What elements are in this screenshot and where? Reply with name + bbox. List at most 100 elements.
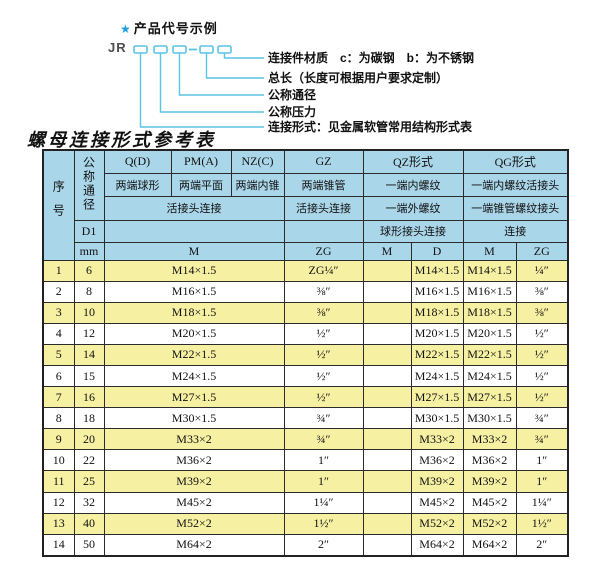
cell-qz-m <box>362 491 412 514</box>
cell-qz-d: M39×2 <box>410 470 464 493</box>
header-mm: mm <box>73 241 105 261</box>
table-title: 螺母连接形式参考表 <box>27 130 216 150</box>
cell-m-main: M18×1.5 <box>103 301 285 324</box>
cell-qg-zg: ⅜″ <box>515 301 569 324</box>
cell-gz-zg: ½″ <box>283 322 364 345</box>
cell-qz-m <box>362 533 412 557</box>
header-row-3: 活接头连接 活接头连接 一端外螺纹 一端锥管螺纹接头 <box>43 195 569 221</box>
table-row: 11 25 M39×2 1″ M39×2 M39×2 1″ <box>42 470 569 493</box>
header-m-qg: M <box>462 241 517 261</box>
cell-qg-m: M39×2 <box>462 470 517 493</box>
header-row-5: mm M ZG M D M ZG <box>43 241 569 261</box>
cell-m-main: M45×2 <box>103 491 285 514</box>
leader-line-form <box>139 53 264 128</box>
cell-dn: 22 <box>73 449 105 472</box>
header-col-pm: PM(A) <box>170 149 232 174</box>
cell-qz-m <box>362 407 412 430</box>
table-row: 2 8 M16×1.5 ⅜″ M16×1.5 M16×1.5 ⅜″ <box>42 280 569 303</box>
cell-qg-zg: 1¼″ <box>515 491 569 514</box>
cell-qz-d: M27×1.5 <box>410 386 464 409</box>
cell-qz-d: M30×1.5 <box>410 407 464 430</box>
cell-m-main: M22×1.5 <box>103 343 285 366</box>
cell-gz-zg: ⅜″ <box>283 280 364 303</box>
cell-qz-d: M20×1.5 <box>410 322 464 345</box>
cell-dn: 40 <box>73 512 105 535</box>
label-material: 连接件材质 c：为碳钢 b：为不锈钢 <box>268 51 475 65</box>
header-nz-type: 两端内锥 <box>230 172 285 197</box>
cell-qz-m <box>362 449 412 472</box>
cell-seq: 4 <box>42 322 75 345</box>
cell-qg-m: M14×1.5 <box>462 259 517 282</box>
cell-qg-m: M36×2 <box>462 449 517 472</box>
cell-qg-zg: ¾″ <box>515 428 569 451</box>
label-length: 总长（长度可根据用户要求定制） <box>268 71 449 85</box>
cell-qz-m <box>362 512 412 535</box>
cell-m-main: M64×2 <box>103 533 285 557</box>
cell-m-main: M24×1.5 <box>103 364 285 388</box>
cell-dn: 20 <box>73 428 105 451</box>
header-col-q: Q(D) <box>103 149 172 174</box>
cell-qz-d: M18×1.5 <box>410 301 464 324</box>
cell-qz-d: M14×1.5 <box>410 259 464 282</box>
cell-qg-zg: 2″ <box>515 533 569 557</box>
header-gz-type: 两端锥管 <box>283 172 364 197</box>
table-row: 6 15 M24×1.5 ½″ M24×1.5 M24×1.5 ½″ <box>42 364 569 388</box>
cell-dn: 18 <box>73 407 105 430</box>
code-box-4 <box>199 45 214 54</box>
cell-m-main: M52×2 <box>103 512 285 535</box>
cell-qz-d: M24×1.5 <box>410 364 464 388</box>
header-m-main: M <box>103 241 285 261</box>
header-col-qg: QG形式 <box>462 149 569 174</box>
cell-qz-d: M52×2 <box>410 512 464 535</box>
cell-dn: 12 <box>73 322 105 345</box>
cell-qg-zg: ½″ <box>515 386 569 409</box>
table-row: 8 18 M30×1.5 ¾″ M30×1.5 M30×1.5 ¾″ <box>42 407 569 430</box>
cell-dn: 10 <box>73 301 105 324</box>
code-box-3 <box>172 45 187 54</box>
table-row: 7 16 M27×1.5 ½″ M27×1.5 M27×1.5 ½″ <box>42 386 569 409</box>
header-blank-cell <box>103 219 285 243</box>
leader-line-material <box>223 53 264 59</box>
cell-qz-m <box>362 364 412 388</box>
cell-qg-zg: 1″ <box>515 449 569 472</box>
header-col-nz: NZ(C) <box>230 149 285 174</box>
cell-dn: 14 <box>73 343 105 366</box>
table-row: 4 12 M20×1.5 ½″ M20×1.5 M20×1.5 ½″ <box>42 322 569 345</box>
cell-gz-zg: 1½″ <box>283 512 364 535</box>
label-pressure: 公称压力 <box>268 105 317 119</box>
diagram-heading: ★ 产品代号示例 <box>120 18 218 37</box>
header-gz-conn: 活接头连接 <box>283 195 364 221</box>
cell-qz-d: M16×1.5 <box>410 280 464 303</box>
header-row-1: 序号 公称通径 Q(D) PM(A) NZ(C) GZ QZ形式 QG形式 <box>42 149 569 261</box>
cell-qg-zg: ¼″ <box>515 259 569 282</box>
cell-qz-d: M45×2 <box>410 491 464 514</box>
nut-connection-table: 序号 公称通径 Q(D) PM(A) NZ(C) GZ QZ形式 QG形式 两端… <box>42 149 569 557</box>
cell-seq: 12 <box>42 491 75 514</box>
cell-qg-m: M33×2 <box>462 428 517 451</box>
header-dn: 公称通径 <box>73 149 105 221</box>
cell-qg-zg: ½″ <box>515 343 569 366</box>
cell-qg-m: M64×2 <box>462 533 517 557</box>
table-row: 1 6 M14×1.5 ZG¼″ M14×1.5 M14×1.5 ¼″ <box>42 259 569 282</box>
cell-gz-zg: ½″ <box>283 386 364 409</box>
cell-gz-zg: 1″ <box>283 449 364 472</box>
cell-qg-m: M20×1.5 <box>462 322 517 345</box>
product-code-diagram <box>133 45 264 128</box>
leader-line-pressure <box>159 53 264 113</box>
header-qg-conn: 连接 <box>462 219 569 243</box>
header-seq: 序号 <box>42 149 75 261</box>
header-d-qz: D <box>410 241 464 261</box>
cell-dn: 16 <box>73 386 105 409</box>
cell-m-main: M30×1.5 <box>103 407 285 430</box>
diagram-heading-text: 产品代号示例 <box>133 21 218 36</box>
cell-qz-d: M64×2 <box>410 533 464 557</box>
cell-dn: 8 <box>73 280 105 303</box>
code-box-1 <box>133 45 148 54</box>
header-seq-label: 序号 <box>51 179 66 228</box>
cell-qz-d: M36×2 <box>410 449 464 472</box>
cell-seq: 13 <box>42 512 75 535</box>
header-union-conn: 活接头连接 <box>103 195 285 221</box>
leader-line-diameter <box>178 53 264 96</box>
cell-gz-zg: ½″ <box>283 343 364 366</box>
cell-m-main: M14×1.5 <box>103 259 285 282</box>
